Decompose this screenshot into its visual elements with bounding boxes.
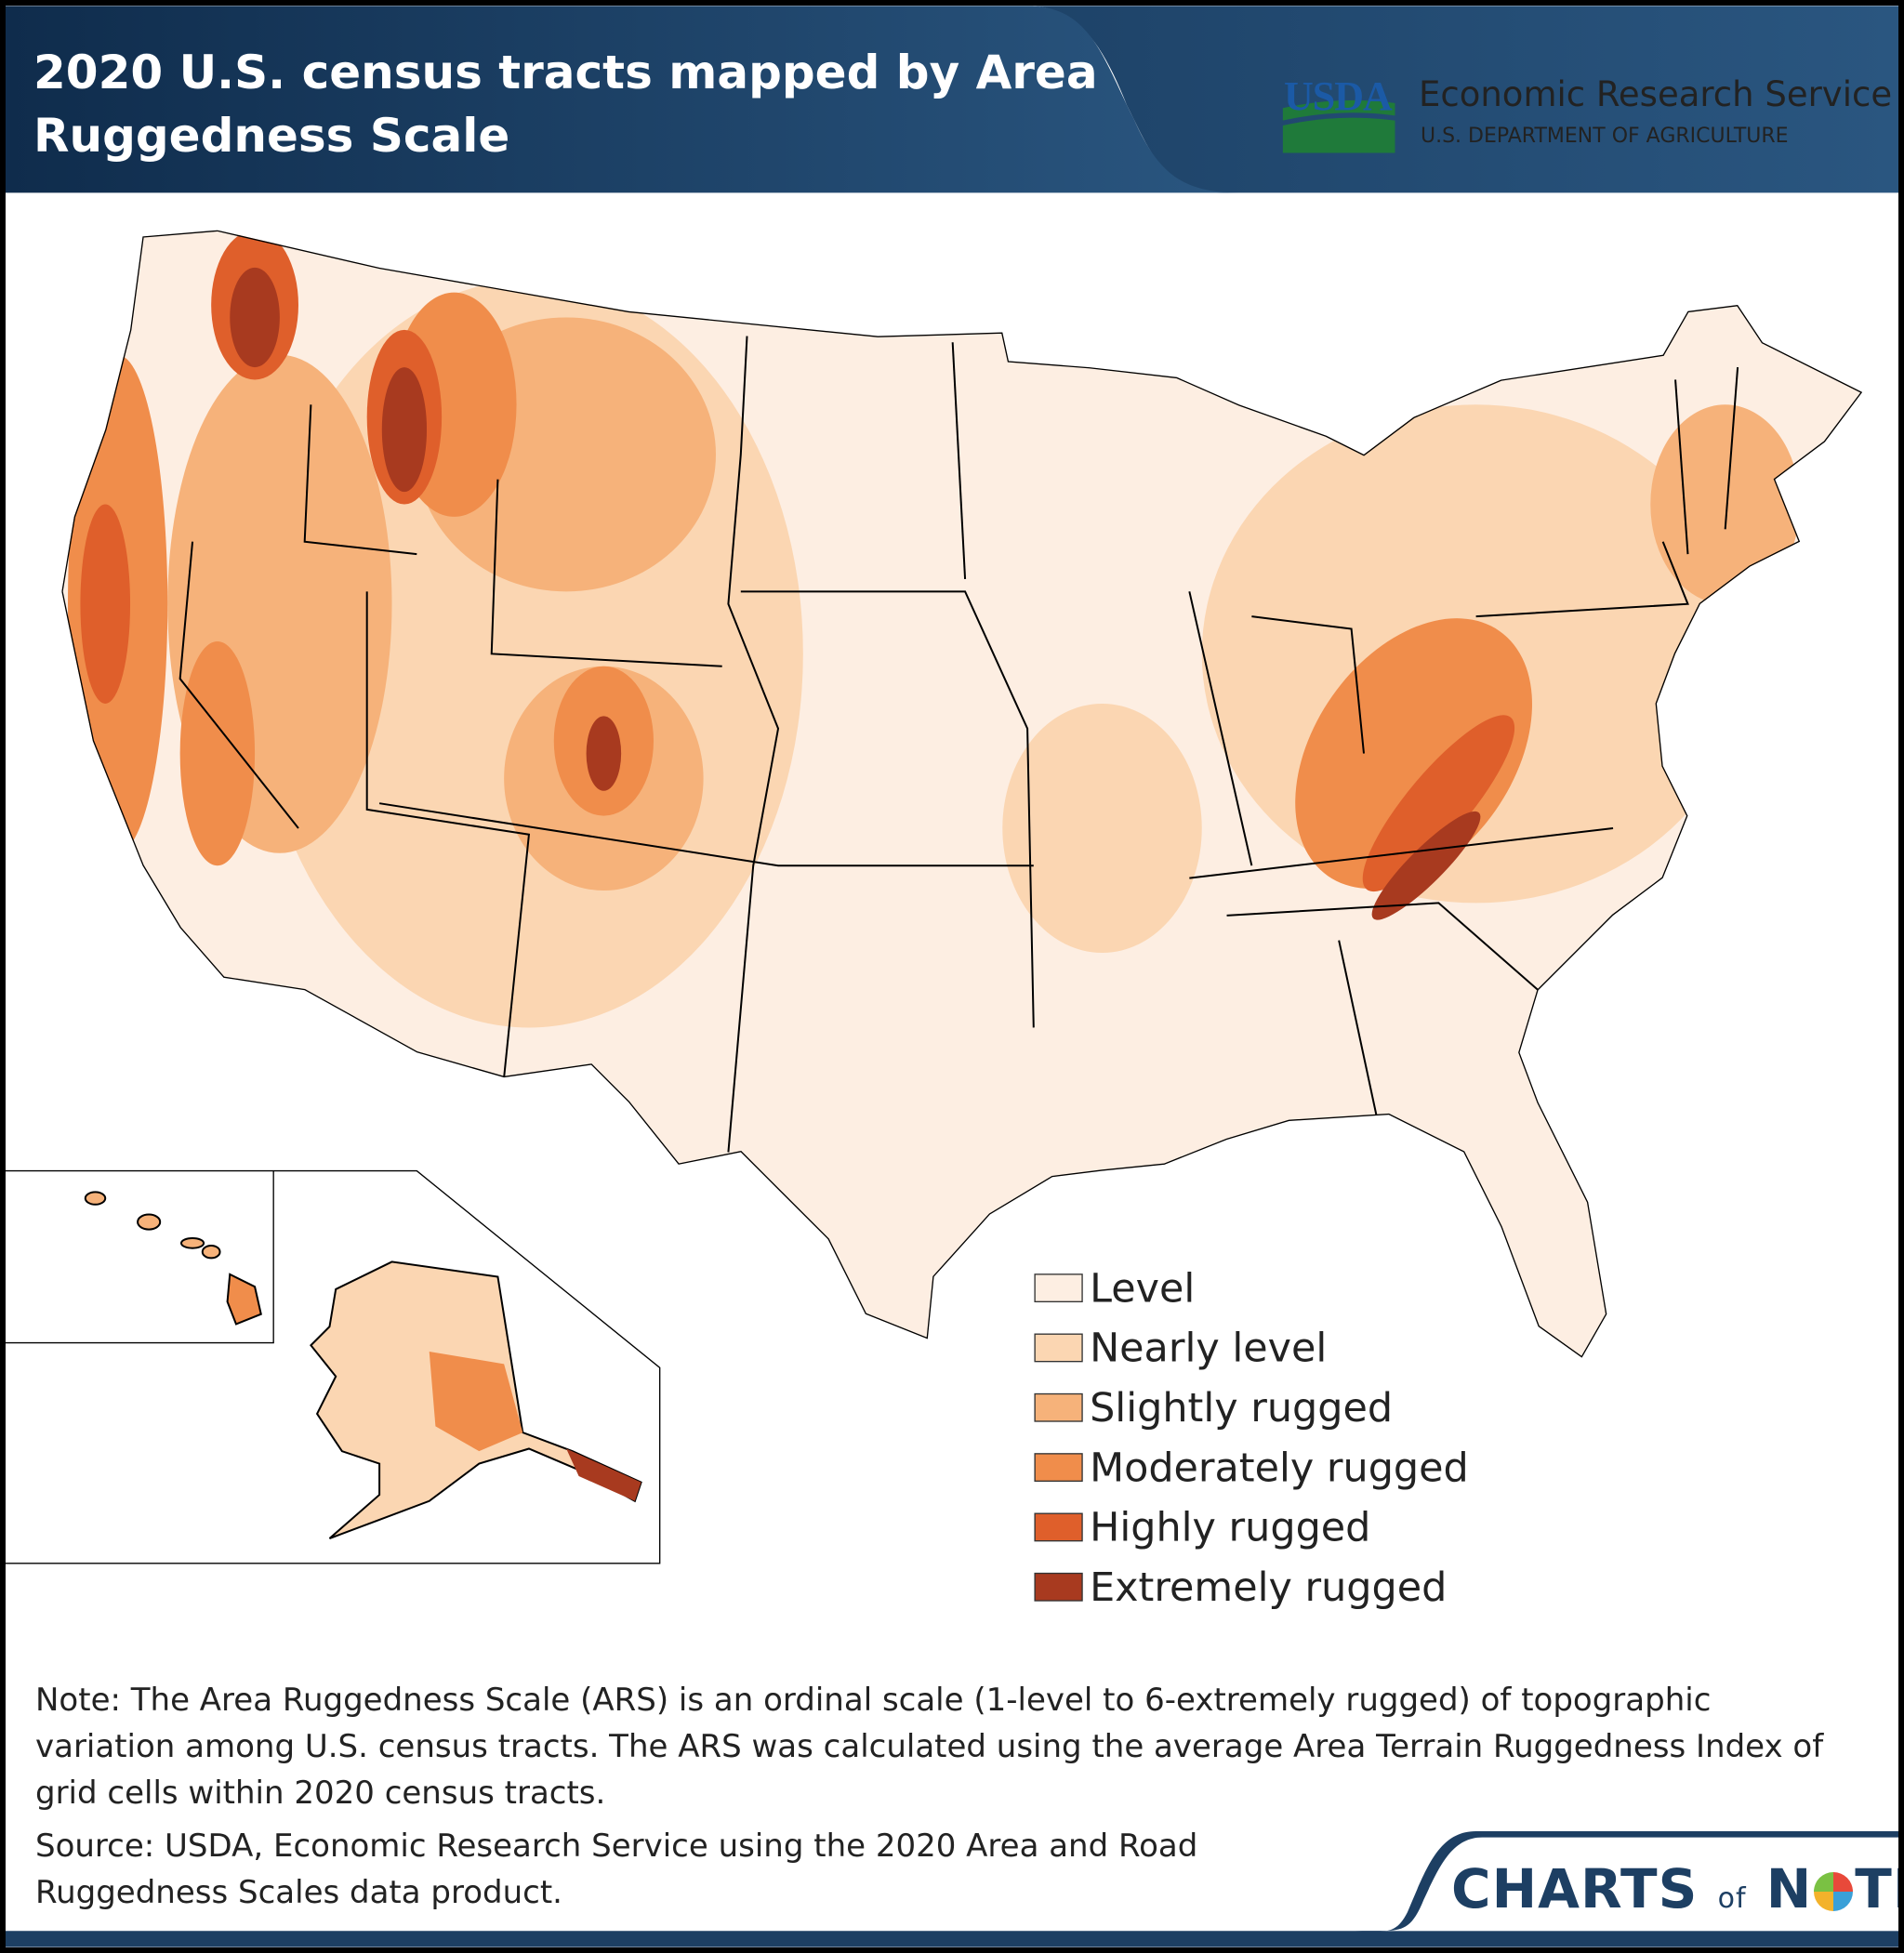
brand-word: TE <box>1855 1857 1898 1920</box>
source: Source: USDA, Economic Research Service … <box>35 1828 1198 1911</box>
alaska <box>310 1260 642 1539</box>
brand-word: of <box>1717 1882 1747 1915</box>
ruggedness-area <box>230 267 280 368</box>
legend-label: Moderately rugged <box>1090 1445 1469 1491</box>
map-graphic: Level Nearly level Slightly rugged Moderate… <box>6 6 1898 1947</box>
legend-label: Level <box>1090 1265 1195 1312</box>
ruggedness-area <box>80 504 131 704</box>
inset-frames <box>6 1169 661 1564</box>
ruggedness-area <box>1362 715 1515 892</box>
state-borders <box>178 336 1739 1153</box>
department-name: U.S. DEPARTMENT OF AGRICULTURE <box>1421 125 1789 148</box>
legend-label: Nearly level <box>1090 1326 1327 1372</box>
ruggedness-area <box>179 640 256 866</box>
ruggedness-area <box>586 716 622 791</box>
frame: Level Nearly level Slightly rugged Moderate… <box>6 6 1898 1947</box>
brand: CHARTS of N TE <box>1451 1857 1898 1920</box>
note: Note: The Area Ruggedness Scale (ARS) is… <box>35 1682 1824 1812</box>
brand-word: CHARTS <box>1451 1857 1699 1920</box>
brand-panel <box>1376 1837 1898 1932</box>
legend-swatch <box>1034 1512 1083 1542</box>
agency-logo-text: USDA <box>1284 73 1393 119</box>
legend-swatch <box>1034 1572 1083 1602</box>
brand-word: N <box>1765 1857 1813 1920</box>
legend-swatch <box>1034 1333 1083 1363</box>
header-band <box>6 6 1898 193</box>
ruggedness-area <box>1371 811 1481 920</box>
header-band-left <box>6 6 1239 193</box>
legend-swatch <box>1034 1453 1083 1483</box>
ruggedness-areas <box>68 230 1801 1028</box>
agency-name: Economic Research Service <box>1419 74 1893 114</box>
ruggedness-area <box>1650 404 1801 604</box>
legend-label: Highly rugged <box>1090 1505 1370 1551</box>
ruggedness-area <box>381 367 428 493</box>
legend-swatch <box>1034 1273 1083 1303</box>
hawaii <box>84 1191 262 1326</box>
usda-logo <box>1282 99 1395 153</box>
ruggedness-area <box>1002 703 1202 954</box>
legend-label: Extremely rugged <box>1090 1564 1447 1611</box>
title: 2020 U.S. census tracts mapped by Area R… <box>33 46 1098 163</box>
footer-band <box>6 1931 1898 1947</box>
contiguous-us <box>61 230 1863 1358</box>
legend-swatch <box>1034 1392 1083 1422</box>
legend: Level Nearly level Slightly rugged Moderate… <box>1034 1265 1469 1611</box>
legend-label: Slightly rugged <box>1090 1385 1393 1432</box>
brand-pie-icon <box>1814 1872 1854 1911</box>
